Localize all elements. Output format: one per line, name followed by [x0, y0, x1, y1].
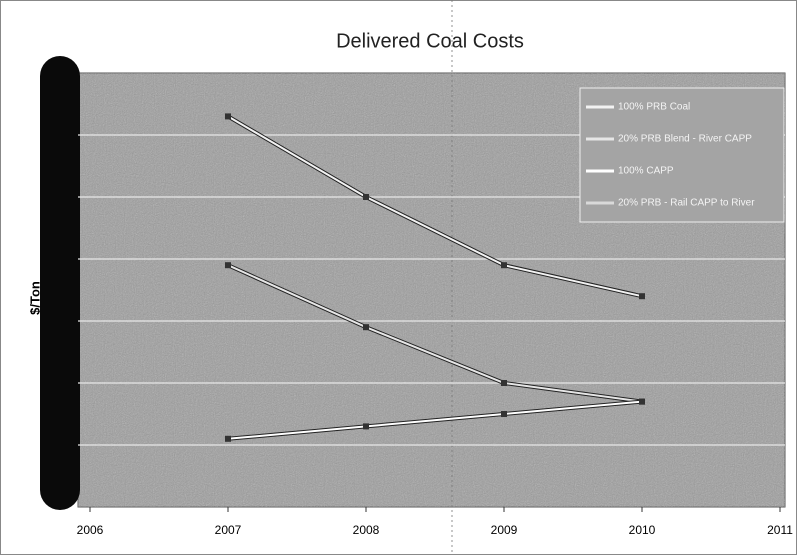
point	[501, 262, 507, 269]
series-line	[227, 115, 643, 298]
point	[639, 398, 645, 405]
redaction	[40, 56, 80, 510]
point	[501, 411, 507, 417]
x-tick-label: 2011	[767, 523, 793, 537]
point	[225, 435, 231, 442]
point	[501, 380, 507, 386]
point	[363, 324, 369, 331]
x-tick-label: 2010	[629, 523, 656, 537]
legend-label: 100% CAPP	[618, 166, 674, 177]
x-tick-label: 2008	[353, 523, 380, 537]
legend-label: 20% PRB - Rail CAPP to River	[618, 198, 755, 209]
x-tick-label: 2007	[215, 523, 242, 537]
point	[225, 262, 231, 269]
x-tick-label: 2009	[491, 523, 518, 537]
point	[225, 113, 231, 120]
legend-box	[579, 87, 785, 223]
chart-title: Delivered Coal Costs	[336, 30, 524, 52]
point	[363, 423, 369, 430]
series-line	[227, 400, 643, 440]
series-line	[227, 264, 643, 403]
y-axis-label: $/Ton	[27, 281, 42, 315]
legend-label: 20% PRB Blend - River CAPP	[618, 134, 752, 145]
legend-label: 100% PRB Coal	[618, 102, 690, 113]
point	[639, 293, 645, 300]
x-tick-label: 2006	[77, 523, 104, 537]
point	[363, 194, 369, 200]
